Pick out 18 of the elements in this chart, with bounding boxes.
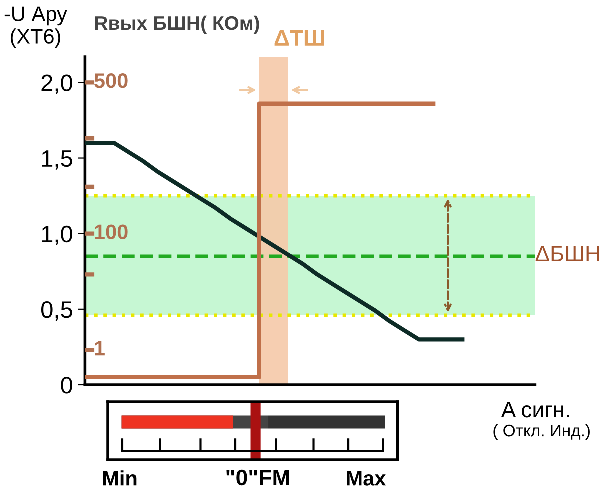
text: Max — [347, 471, 386, 486]
annotation: 500 — [94, 74, 128, 88]
band-label: ΔБШН — [536, 246, 600, 262]
text: "0"FM — [226, 470, 290, 486]
y-tick-label: 2,0 — [42, 74, 72, 94]
annotation: 100 — [95, 224, 128, 240]
text: Min — [103, 470, 137, 486]
y-tick-label: 1,5 — [42, 150, 72, 170]
text: ( Откл. Инд.) — [494, 424, 590, 440]
y-tick-label: 0,5 — [41, 301, 72, 321]
text: ΔТШ — [274, 30, 324, 46]
annotation: 1 — [95, 341, 105, 356]
y-tick-label: 0 — [61, 377, 72, 394]
y-tick-label: 1,0 — [42, 226, 72, 246]
line-series — [85, 141, 465, 342]
y-axis-title: -U Ару (ХТ6) — [4, 6, 68, 48]
y2-axis-title: Rвых БШН( КОм) — [96, 16, 260, 34]
x-axis-title: A сигн. — [501, 402, 570, 418]
